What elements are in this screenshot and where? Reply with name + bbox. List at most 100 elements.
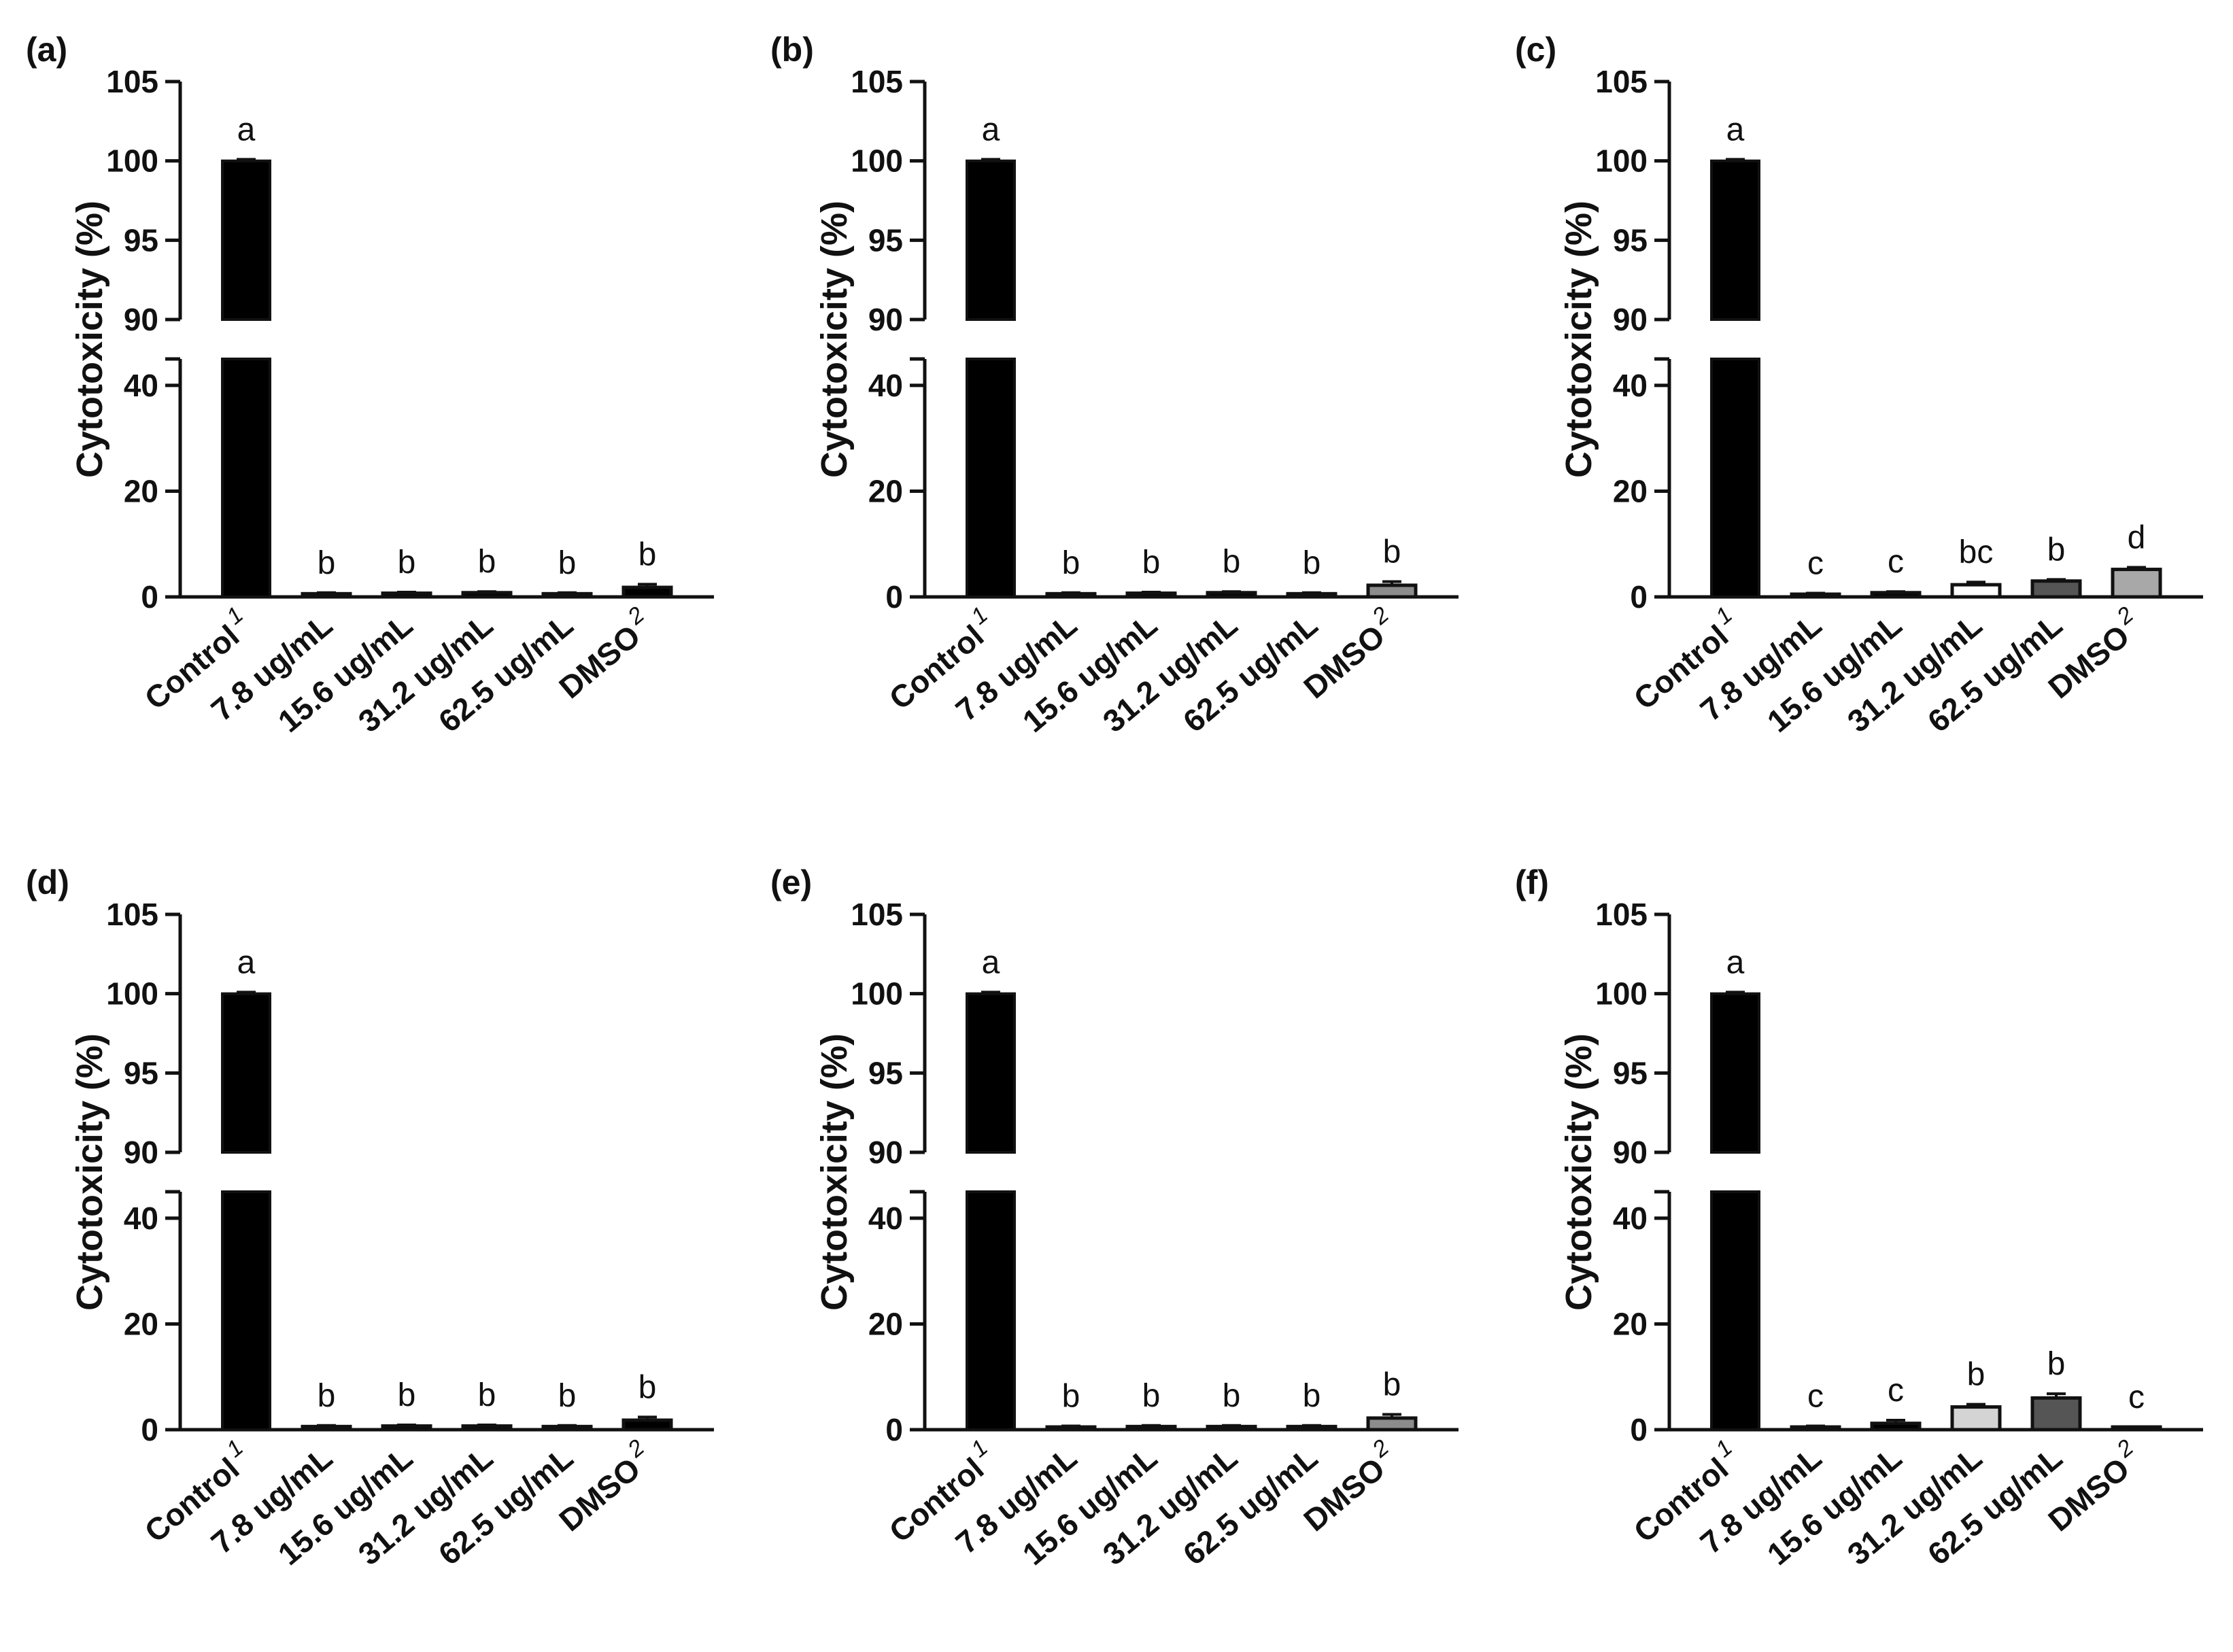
bar-lower-e-0 [966,1190,1016,1431]
significance-b-4: b [1303,545,1321,581]
y-tick-label-c-105: 105 [1595,64,1648,99]
bar-c-1 [1790,592,1841,599]
chart-c: (c)Cytotoxicity (%)020409095100105aContr… [1515,31,2203,739]
panel-label-d: (d) [26,863,69,901]
y-tick-label-e-105: 105 [851,897,903,932]
bar-e-4 [1286,1424,1337,1432]
significance-c-1: c [1807,546,1824,582]
y-tick-label-c-20: 20 [1613,473,1648,509]
bar-e-3 [1206,1424,1257,1432]
y-tick-label-d-95: 95 [124,1055,158,1090]
bar-f-2 [1870,1422,1922,1432]
bar-a-5 [621,585,673,599]
y-tick-label-d-40: 40 [124,1201,158,1236]
bar-b-4 [1286,591,1337,599]
y-tick-label-c-40: 40 [1613,368,1648,403]
panel-a: (a) Cytotoxicity (%) 0 20 40 90 95 100 105 a Contr… [14,14,734,816]
panel-label-f: (f) [1515,863,1549,901]
bar-a-2 [381,591,432,599]
y-tick-label-f-95: 95 [1613,1055,1648,1090]
panel-e: (e) Cytotoxicity (%) 0 20 40 90 95 100 105 a Contr… [758,846,1479,1649]
chart-d: (d)Cytotoxicity (%)020409095100105aContr… [26,863,714,1572]
significance-d-3: b [478,1377,496,1413]
panel-b: (b) Cytotoxicity (%) 0 20 40 90 95 100 105 a Contr… [758,14,1479,816]
significance-a-5: b [638,536,657,572]
y-tick-label-f-40: 40 [1613,1201,1648,1236]
panel-d: (d) Cytotoxicity (%) 0 20 40 90 95 100 105 a Contr… [14,846,734,1649]
bar-e-2 [1125,1424,1177,1432]
bar-a-3 [461,591,513,599]
y-tick-label-b-100: 100 [851,143,903,179]
y-tick-label-c-95: 95 [1613,222,1648,258]
significance-a-2: b [398,545,416,581]
significance-c-3: bc [1959,534,1994,570]
bar-e-5 [1366,1416,1418,1432]
y-tick-label-a-95: 95 [124,222,158,258]
y-tick-label-f-100: 100 [1595,976,1648,1012]
bar-d-3 [461,1424,513,1432]
y-tick-label-e-90: 90 [868,1135,903,1170]
y-tick-label-d-90: 90 [124,1135,158,1170]
significance-e-2: b [1142,1378,1161,1414]
bar-d-1 [301,1424,352,1432]
bar-upper-d-0 [221,992,271,1154]
y-tick-label-c-90: 90 [1613,302,1648,337]
y-tick-label-f-0: 0 [1630,1412,1648,1447]
y-tick-label-b-40: 40 [868,368,903,403]
significance-a-4: b [558,545,577,581]
bar-c-5 [2111,568,2162,599]
y-tick-label-f-20: 20 [1613,1306,1648,1341]
significance-f-3: b [1967,1357,1985,1393]
y-tick-label-c-0: 0 [1630,579,1648,615]
y-axis-title-e: Cytotoxicity (%) [814,1033,855,1311]
bar-d-5 [621,1418,673,1432]
y-tick-label-b-95: 95 [868,222,903,258]
y-tick-label-a-100: 100 [106,143,158,179]
bar-a-4 [541,591,593,599]
significance-c-0: a [1726,111,1745,148]
bar-f-1 [1790,1425,1841,1432]
y-tick-label-f-90: 90 [1613,1135,1648,1170]
bar-e-1 [1045,1425,1097,1432]
y-tick-label-a-40: 40 [124,368,158,403]
bar-b-1 [1045,591,1097,599]
bar-upper-e-0 [966,992,1016,1154]
y-axis-title-d: Cytotoxicity (%) [69,1033,110,1311]
significance-f-0: a [1726,944,1745,980]
bar-lower-b-0 [966,358,1016,598]
significance-d-2: b [398,1377,416,1413]
bar-upper-c-0 [1710,159,1760,321]
significance-d-1: b [318,1378,336,1414]
bar-d-2 [381,1424,432,1432]
significance-a-0: a [237,111,256,148]
bar-c-3 [1950,583,2002,599]
significance-c-2: c [1888,544,1904,580]
y-tick-label-e-40: 40 [868,1201,903,1236]
y-tick-label-d-0: 0 [141,1412,158,1447]
panel-f: (f) Cytotoxicity (%) 0 20 40 90 95 100 105 a Contr… [1503,846,2223,1649]
bar-c-4 [2030,579,2082,599]
bar-f-3 [1950,1405,2002,1432]
significance-b-5: b [1383,534,1401,570]
significance-b-0: a [982,111,1000,148]
chart-b: (b)Cytotoxicity (%)020409095100105aContr… [770,31,1459,739]
bar-lower-c-0 [1710,358,1760,598]
y-tick-label-b-20: 20 [868,473,903,509]
significance-c-5: d [2128,519,2146,555]
significance-f-4: b [2047,1346,2066,1382]
y-tick-label-b-105: 105 [851,64,903,99]
y-tick-label-e-0: 0 [885,1412,903,1447]
bar-upper-f-0 [1710,992,1760,1154]
significance-a-3: b [478,544,496,580]
y-axis-title-b: Cytotoxicity (%) [814,201,855,478]
significance-b-1: b [1062,545,1080,581]
y-axis-title-c: Cytotoxicity (%) [1558,201,1599,478]
significance-a-1: b [318,545,336,581]
y-tick-label-d-105: 105 [106,897,158,932]
significance-e-1: b [1062,1379,1080,1415]
significance-b-2: b [1142,545,1161,581]
y-tick-label-b-90: 90 [868,302,903,337]
bar-upper-b-0 [966,159,1016,321]
y-axis-title-f: Cytotoxicity (%) [1558,1033,1599,1311]
